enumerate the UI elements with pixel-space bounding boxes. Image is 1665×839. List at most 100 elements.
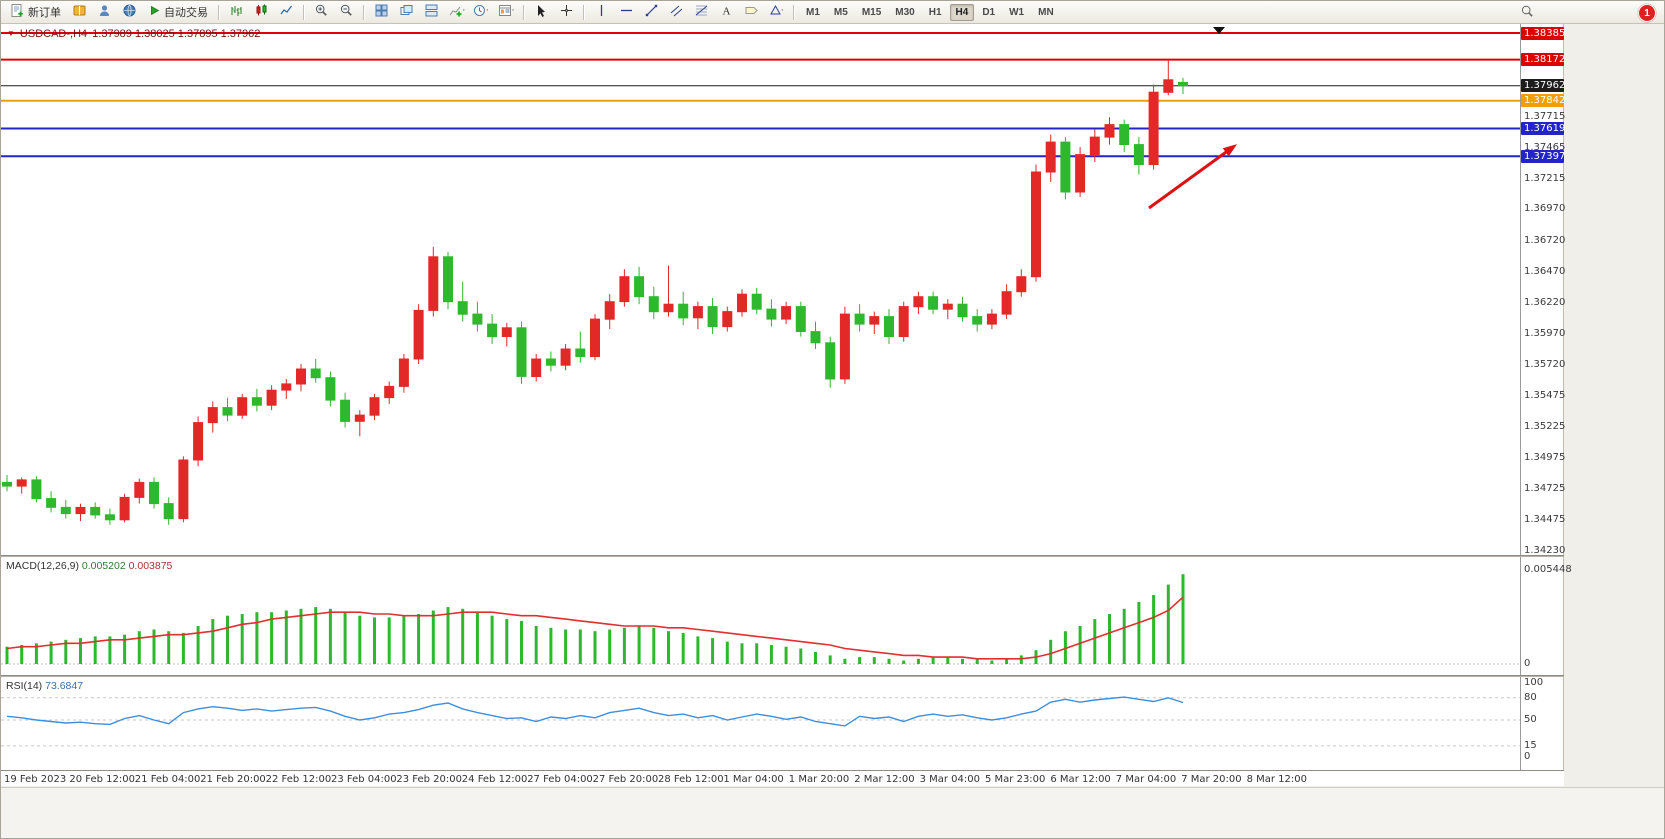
candle bbox=[1016, 269, 1027, 297]
toolbar: 新订单 自动交易 A bbox=[1, 1, 1664, 24]
hline-tool-button[interactable] bbox=[615, 3, 638, 22]
candle-chart-button[interactable] bbox=[250, 3, 273, 22]
templates-button[interactable] bbox=[495, 3, 518, 22]
channel-tool-icon bbox=[669, 3, 684, 21]
macd-bar bbox=[1137, 601, 1141, 664]
timeframe-mn[interactable]: MN bbox=[1038, 6, 1054, 18]
candle bbox=[90, 502, 101, 519]
candle bbox=[986, 309, 997, 330]
timeframe-m5[interactable]: M5 bbox=[833, 6, 848, 18]
macd-bar bbox=[1093, 619, 1097, 664]
panel-splitter[interactable] bbox=[1, 675, 1564, 677]
time-axis[interactable]: 19 Feb 2023 20 Feb 12:00 21 Feb 04:00 21 Fe… bbox=[1, 770, 1564, 786]
crosshair-button[interactable] bbox=[555, 3, 578, 22]
main-chart[interactable] bbox=[1, 24, 1520, 555]
timeframe-d1[interactable]: D1 bbox=[982, 6, 996, 18]
arrange-windows-button[interactable] bbox=[420, 3, 443, 22]
macd-bar bbox=[814, 651, 817, 664]
timeframe-m15[interactable]: M15 bbox=[861, 6, 882, 18]
market-book-button[interactable] bbox=[68, 3, 91, 22]
macd-bar bbox=[402, 615, 406, 664]
candle bbox=[310, 359, 321, 383]
macd-axis-label: 0.005448 bbox=[1524, 564, 1572, 575]
candle bbox=[46, 491, 57, 513]
time-axis-label: 7 Mar 20:00 bbox=[1181, 774, 1242, 785]
fibonacci-tool-button[interactable] bbox=[690, 3, 713, 22]
timeframe-m30[interactable]: M30 bbox=[895, 6, 915, 18]
rsi-axis-label: 0 bbox=[1524, 751, 1531, 762]
candle bbox=[604, 294, 615, 330]
timeframe-m1[interactable]: M1 bbox=[806, 6, 820, 18]
macd-bar bbox=[79, 638, 82, 664]
zoom-out-button[interactable] bbox=[335, 3, 358, 22]
cascade-windows-button[interactable] bbox=[395, 3, 418, 22]
chart-title: ▼ USDCAD-,H4 1.37989 1.38025 1.37895 1.3… bbox=[7, 28, 260, 40]
fibonacci-tool-icon bbox=[694, 3, 709, 21]
candle bbox=[1060, 137, 1071, 200]
cursor-button[interactable] bbox=[530, 3, 553, 22]
tile-windows-button[interactable] bbox=[370, 3, 393, 22]
line-chart-icon bbox=[279, 3, 294, 21]
toolbar-separator bbox=[523, 4, 525, 20]
notification-badge[interactable]: 1 bbox=[1638, 4, 1656, 22]
candle bbox=[1031, 164, 1041, 282]
macd-bar bbox=[1005, 658, 1009, 664]
candle bbox=[648, 286, 659, 320]
timeframe-h4[interactable]: H4 bbox=[949, 3, 975, 21]
panel-splitter[interactable] bbox=[1, 555, 1564, 557]
candle bbox=[884, 309, 894, 344]
search-button[interactable] bbox=[1516, 3, 1539, 22]
macd-bar bbox=[431, 610, 435, 664]
macd-axis-label: 0 bbox=[1524, 658, 1531, 669]
profile-button[interactable] bbox=[93, 3, 116, 22]
text-tool-button[interactable]: A bbox=[715, 3, 738, 22]
auto-trading-button[interactable]: 自动交易 bbox=[143, 3, 213, 22]
rsi-line bbox=[6, 696, 1184, 727]
trend-arrow[interactable] bbox=[1148, 148, 1230, 210]
new-order-label: 新订单 bbox=[28, 7, 61, 19]
timeframe-w1[interactable]: W1 bbox=[1009, 6, 1025, 18]
channel-tool-button[interactable] bbox=[665, 3, 688, 22]
macd-bar bbox=[711, 638, 715, 664]
rsi-panel[interactable] bbox=[1, 677, 1520, 770]
candle bbox=[1163, 60, 1174, 96]
indicators-button[interactable] bbox=[445, 3, 468, 22]
macd-label: MACD(12,26,9) 0.005202 0.003875 bbox=[6, 560, 172, 572]
line-chart-button[interactable] bbox=[275, 3, 298, 22]
zoom-out-icon bbox=[339, 3, 354, 21]
crosshair-icon bbox=[559, 3, 574, 21]
time-axis-label: 28 Feb 12:00 bbox=[658, 774, 724, 785]
chart-symbol-period: USDCAD-,H4 bbox=[19, 28, 88, 40]
candle bbox=[1001, 284, 1012, 320]
candle bbox=[104, 508, 115, 525]
community-button[interactable] bbox=[118, 3, 141, 22]
shapes-tool-button[interactable] bbox=[765, 3, 788, 22]
macd-bar bbox=[1019, 655, 1023, 664]
macd-bar bbox=[622, 627, 626, 664]
periods-button[interactable] bbox=[470, 3, 493, 22]
macd-bar bbox=[784, 646, 788, 664]
candle bbox=[237, 393, 248, 419]
zoom-in-button[interactable] bbox=[310, 3, 333, 22]
new-order-button[interactable]: 新订单 bbox=[5, 3, 66, 22]
timeframe-h1[interactable]: H1 bbox=[928, 6, 942, 18]
trendline-tool-button[interactable] bbox=[640, 3, 663, 22]
candle bbox=[413, 304, 424, 364]
time-axis-label: 7 Mar 04:00 bbox=[1115, 774, 1177, 785]
price-tag: 1.37842 bbox=[1521, 94, 1565, 108]
macd-bar bbox=[667, 631, 670, 664]
vline-tool-button[interactable] bbox=[590, 3, 613, 22]
price-axis-label: 1.37715 bbox=[1524, 110, 1566, 122]
time-axis-label: 3 Mar 04:00 bbox=[919, 774, 980, 785]
shapes-tool-icon bbox=[768, 3, 785, 21]
auto-trading-label: 自动交易 bbox=[164, 7, 208, 19]
macd-panel[interactable] bbox=[1, 557, 1520, 675]
label-tool-button[interactable] bbox=[740, 3, 763, 22]
bar-chart-button[interactable] bbox=[225, 3, 248, 22]
line-handle-marker[interactable] bbox=[1213, 27, 1225, 34]
trend-arrow-head bbox=[1222, 144, 1238, 157]
candle bbox=[501, 322, 512, 347]
candle bbox=[531, 354, 542, 382]
macd-bar bbox=[520, 620, 523, 664]
price-axis-label: 1.36720 bbox=[1524, 234, 1566, 246]
